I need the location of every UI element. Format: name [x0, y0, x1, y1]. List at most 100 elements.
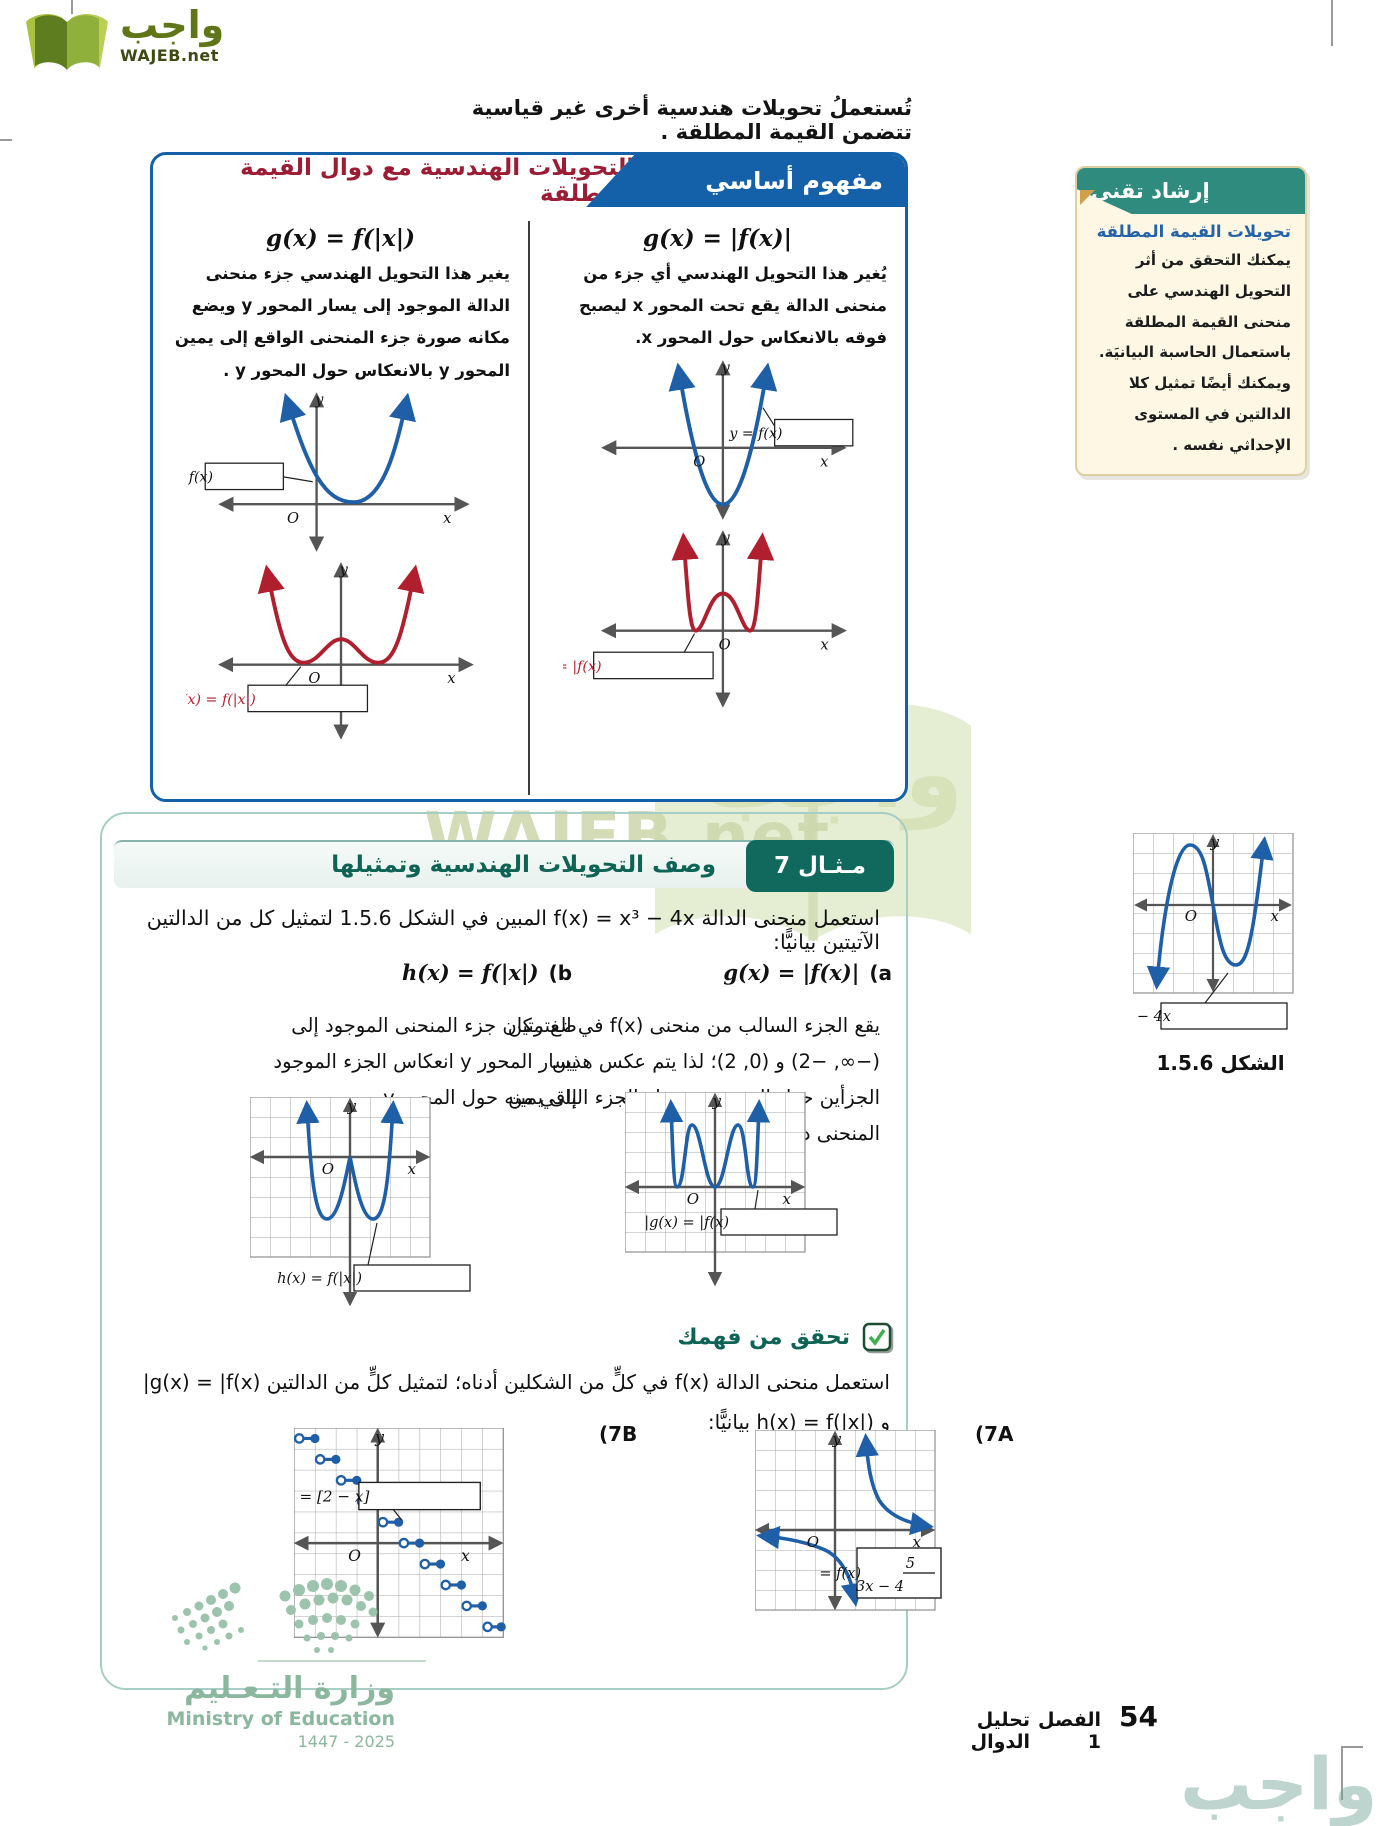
key-concept-columns: g(x) = |f(x)| يُغير هذا التحويل الهندسي … [153, 207, 905, 799]
label-7a-prefix: f(x) = [819, 1566, 861, 1582]
example-intro: استعمل منحنى الدالة f(x) = x³ − 4x المبي… [146, 906, 880, 954]
footer-chapter: الفصل 1 تحليل الدوال [948, 1709, 1101, 1753]
tech-tip-title: تحويلات القيمة المطلقة [1096, 222, 1291, 241]
label-7a-denominator: 3x − 4 [856, 1579, 904, 1595]
page-number: 54 [1119, 1700, 1158, 1733]
concept-column-f-of-abs: g(x) = f(|x|) يغير هذا التحويل الهندسي ج… [153, 207, 528, 799]
ministry-divider-line [258, 1660, 426, 1662]
wajeb-arabic: واجب [120, 3, 225, 47]
tech-tip-body: تحويلات القيمة المطلقة يمكنك التحقق من أ… [1077, 214, 1305, 474]
crop-mark [71, 0, 73, 14]
curve-label-y-equals-fx: y = f(x) [728, 426, 782, 442]
book-icon [26, 14, 108, 70]
part-a-label: (a [869, 961, 892, 985]
x-axis-label: x [461, 1546, 470, 1565]
crop-mark [0, 139, 12, 141]
crop-mark [1331, 0, 1333, 46]
origin-label: O [286, 509, 298, 526]
solution-b-text: ضع مكان جزء المنحنى الموجود إلى يسار الم… [273, 1014, 577, 1110]
tech-tip-text: يمكنك التحقق من أثر التحويل الهندسي على … [1098, 251, 1291, 454]
column-divider [528, 221, 530, 795]
curve-label-abs-fx: g(x) = |f(x)| [644, 1215, 729, 1231]
checkbox-icon [862, 1322, 892, 1352]
part-a-formula: g(x) = |f(x)| [723, 960, 860, 985]
graph-concept-left-top: y x O y = f(x) [186, 391, 470, 552]
y-axis-label: y [314, 391, 324, 408]
formula-f-of-abs: g(x) = f(|x|) [266, 225, 415, 252]
y-axis-label: y [1210, 833, 1220, 851]
origin-label: O [322, 1160, 334, 1178]
curve-label-f-of-abs-x: g(x) = f(|x|) [186, 691, 256, 707]
ministry-logo: وزارة التـعـليم Ministry of Education 20… [55, 1568, 395, 1751]
curve-label-y-equals-fx: y = f(x) [186, 469, 213, 485]
key-concept-box: التحويلات الهندسية مع دوال القيمة المطلق… [150, 152, 908, 802]
origin-label: O [693, 453, 705, 470]
example-7-section: مـثـال 7 وصف التحويلات الهندسية وتمثيلها… [100, 812, 1014, 1690]
curve-label-f-abs-x: h(x) = f(|x|) [277, 1271, 362, 1287]
concept-column-abs-of-f: g(x) = |f(x)| يُغير هذا التحويل الهندسي … [530, 207, 905, 799]
graph-concept-left-bottom: y x O g(x) = f(|x|) [186, 561, 474, 740]
part-a: (a g(x) = |f(x)| [723, 960, 892, 985]
y-axis-label: y [347, 1097, 357, 1115]
x-axis-label: x [447, 670, 456, 687]
curve-label-abs-fx: g(x) = |f(x)| [563, 658, 602, 674]
figure-caption: الشكل 1.5.6 [1156, 1051, 1285, 1075]
x-axis-label: x [1271, 907, 1280, 925]
graph-7b-step-function: y x O f(x) = [2 − x] [294, 1428, 506, 1638]
figure-7b-tag: (7B [599, 1422, 638, 1446]
key-concept-title-area: التحويلات الهندسية مع دوال القيمة المطلق… [153, 155, 635, 207]
part-b-formula: h(x) = f(|x|) [402, 960, 539, 985]
x-axis-label: x [913, 1533, 922, 1551]
x-axis-label: x [783, 1190, 792, 1208]
ministry-years: 2025 - 1447 [297, 1732, 395, 1751]
figure-7a-tag: (7A [975, 1422, 1014, 1446]
graph-cubic-figure: y x O f(x) = x³ − 4x [1071, 832, 1294, 1030]
example-header: مـثـال 7 وصف التحويلات الهندسية وتمثيلها [114, 840, 894, 892]
wajeb-logo: واجب WAJEB.net [22, 3, 225, 80]
chapter-title: تحليل الدوال [970, 1709, 1031, 1753]
key-concept-tab: مفهوم أساسي [705, 167, 883, 195]
intro-sentence: تُستعملُ تحويلات هندسية أخرى غير قياسية … [471, 96, 912, 144]
crop-mark [1341, 1746, 1343, 1800]
x-axis-label: x [443, 509, 452, 526]
y-axis-label: y [374, 1428, 385, 1447]
origin-label: O [718, 636, 730, 653]
ministry-name-english: Ministry of Education [166, 1708, 395, 1730]
origin-label: O [807, 1533, 819, 1551]
ministry-name-arabic: وزارة التـعـليم [184, 1671, 395, 1706]
concept-left-text: يغير هذا التحويل الهندسي جزء منحنى الدال… [174, 264, 510, 380]
wajeb-net: WAJEB.net [120, 45, 219, 65]
check-understanding-header: تحقق من فهمك [677, 1322, 892, 1352]
figure-1-5-6: y x O f(x) = x³ − 4x الشكل 1.5.6 [1071, 832, 1313, 1075]
key-concept-header: التحويلات الهندسية مع دوال القيمة المطلق… [153, 155, 905, 207]
tech-tip-header-text: إرشاد تقني [1091, 179, 1210, 203]
y-axis-label: y [712, 1092, 722, 1110]
x-axis-label: x [820, 453, 829, 470]
tech-tip-box: إرشاد تقني تحويلات القيمة المطلقة يمكنك … [1075, 166, 1307, 477]
y-axis-label: y [720, 359, 730, 376]
graph-concept-right-top: y x O y = f(x) [600, 359, 853, 520]
crop-mark [1341, 1746, 1363, 1748]
part-b: (b h(x) = f(|x|) [402, 960, 572, 985]
example-title: وصف التحويلات الهندسية وتمثيلها [331, 852, 716, 878]
origin-label: O [308, 670, 320, 687]
x-axis-label: x [408, 1160, 417, 1178]
x-axis-label: x [820, 636, 829, 653]
label-7a-numerator: 5 [906, 1556, 915, 1572]
example-tab: مـثـال 7 [746, 840, 894, 892]
y-axis-label: y [720, 529, 730, 546]
check-text-line1: استعمل منحنى الدالة f(x) في كلٍّ من الشك… [142, 1370, 890, 1394]
curve-label-cubic: f(x) = x³ − 4x [1133, 1009, 1171, 1025]
watermark-arabic-corner: واجب [1180, 1742, 1378, 1826]
part-b-label: (b [548, 961, 573, 985]
key-concept-title: التحويلات الهندسية مع دوال القيمة المطلق… [240, 155, 635, 207]
origin-label: O [687, 1190, 699, 1208]
graph-7a-hyperbola: y x O f(x) = 5 3x − 4 [755, 1430, 942, 1611]
y-axis-label: y [832, 1430, 842, 1448]
check-understanding-title: تحقق من فهمك [677, 1324, 850, 1350]
page-footer: 54 الفصل 1 تحليل الدوال [948, 1700, 1158, 1753]
wajeb-logo-text: واجب WAJEB.net [120, 3, 225, 65]
origin-label: O [1185, 907, 1197, 925]
tech-tip-header: إرشاد تقني [1077, 168, 1305, 214]
